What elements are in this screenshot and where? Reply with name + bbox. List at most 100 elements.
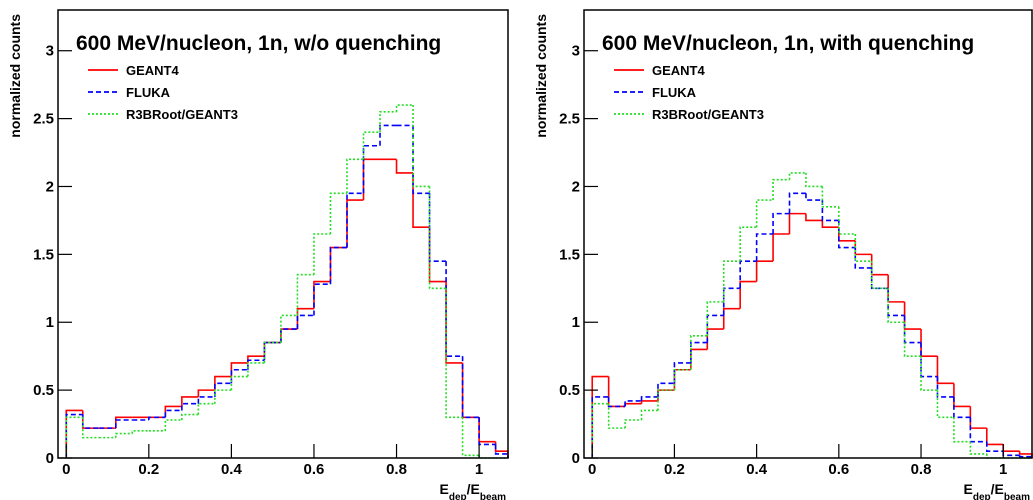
- histogram-bin: [494, 441, 509, 458]
- x-axis-label-part: E: [440, 481, 449, 497]
- histogram-bin: [739, 280, 757, 309]
- histogram-bin: [673, 368, 691, 391]
- histogram-bin: [214, 382, 232, 397]
- x-axis-label-part: /E: [467, 481, 480, 497]
- y-tick-label: 1: [572, 314, 580, 331]
- x-axis-label-part: E: [964, 481, 973, 497]
- histogram-bin: [838, 220, 856, 249]
- histogram-bin: [296, 314, 314, 330]
- x-tick-label: 0.2: [138, 461, 159, 478]
- histogram-bin: [755, 199, 774, 228]
- histogram-bin: [969, 406, 987, 429]
- histogram-bin: [722, 260, 741, 302]
- histogram-bin: [936, 356, 954, 385]
- histogram-bin: [197, 402, 215, 415]
- histogram-bin: [985, 441, 1004, 453]
- legend-label: FLUKA: [652, 85, 697, 100]
- histogram-bin: [65, 409, 83, 458]
- histogram-bin: [607, 396, 626, 408]
- histogram-bin: [395, 159, 414, 174]
- histogram-bin: [164, 419, 182, 431]
- histogram-bin: [329, 192, 347, 234]
- x-tick-label: 1: [999, 461, 1007, 478]
- histogram-bin: [706, 301, 724, 336]
- histogram-bin: [673, 362, 691, 384]
- plot-frame: [57, 9, 509, 459]
- y-axis-label: normalized counts: [7, 14, 23, 138]
- histogram-bin: [690, 341, 708, 363]
- histogram-bin: [624, 402, 642, 407]
- histogram-bin: [985, 428, 1004, 446]
- histogram-bin: [887, 274, 905, 303]
- histogram-bin: [346, 199, 364, 248]
- y-tick-label: 2.5: [33, 111, 54, 128]
- histogram-bin: [936, 390, 954, 419]
- histogram-bin: [445, 261, 463, 357]
- histogram-bin: [870, 261, 889, 290]
- y-tick-label: 3: [572, 43, 580, 60]
- histogram-bin: [607, 376, 626, 408]
- legend-label: FLUKA: [126, 85, 171, 100]
- histogram-bin: [230, 368, 248, 384]
- histogram-bin: [772, 212, 790, 234]
- x-axis-label-part: dep: [973, 492, 991, 500]
- histogram-bin: [920, 342, 938, 378]
- histogram-bin: [673, 368, 691, 391]
- x-axis-label-part: beam: [1004, 492, 1030, 500]
- histogram-bin: [788, 212, 806, 234]
- histogram-bin: [690, 348, 708, 370]
- histogram-bin: [640, 409, 658, 420]
- histogram-bin: [164, 409, 182, 418]
- x-tick-label: 0.2: [664, 461, 685, 478]
- histogram-bin: [181, 402, 199, 411]
- histogram-bin: [755, 260, 774, 282]
- histogram-bin: [148, 416, 166, 420]
- histogram-bin: [247, 359, 265, 370]
- histogram-bin: [969, 441, 987, 455]
- histogram-bin: [296, 307, 314, 330]
- histogram-bin: [65, 416, 83, 458]
- histogram-bin: [197, 396, 215, 404]
- y-tick-label: 2.5: [559, 111, 580, 128]
- histogram-bin: [788, 192, 806, 214]
- histogram-bin: [197, 389, 215, 397]
- histogram-bin: [379, 111, 397, 133]
- legend-label: R3BRoot/GEANT3: [652, 107, 764, 122]
- histogram-bin: [657, 382, 675, 397]
- histogram-bin: [445, 281, 463, 364]
- histogram-bin: [920, 356, 938, 391]
- histogram-bin: [640, 400, 658, 404]
- histogram-bin: [591, 396, 609, 458]
- x-axis-label: Edep/Ebeam: [964, 481, 1031, 500]
- y-tick-label: 1: [46, 314, 54, 331]
- histogram-bin: [230, 375, 248, 391]
- histogram-bin: [461, 362, 480, 419]
- histogram-bin: [131, 430, 149, 434]
- histogram-bin: [65, 413, 83, 458]
- y-tick-label: 2: [46, 178, 54, 195]
- histogram-bin: [805, 213, 823, 222]
- legend-label: GEANT4: [126, 63, 180, 78]
- histogram-bin: [920, 329, 938, 357]
- histogram-bin: [624, 419, 642, 429]
- histogram-bin: [1018, 455, 1033, 458]
- histogram-bin: [772, 178, 790, 201]
- histogram-bin: [1002, 444, 1020, 453]
- histogram-bin: [428, 186, 447, 290]
- histogram-bin: [412, 125, 430, 195]
- histogram-bin: [181, 413, 199, 420]
- histogram-bin: [81, 414, 100, 429]
- histogram-bin: [821, 220, 839, 229]
- histogram-bin: [114, 419, 133, 429]
- histogram-bin: [953, 417, 971, 443]
- histogram-bin: [903, 322, 922, 357]
- histogram-bin: [461, 417, 480, 457]
- y-tick-label: 0.5: [33, 382, 54, 399]
- histogram-bin: [854, 240, 872, 256]
- x-tick-label: 1: [475, 461, 483, 478]
- histogram-bin: [181, 396, 199, 407]
- y-axis-label: normalized counts: [533, 14, 549, 138]
- histogram-bin: [657, 389, 675, 411]
- histogram-bin: [412, 105, 430, 188]
